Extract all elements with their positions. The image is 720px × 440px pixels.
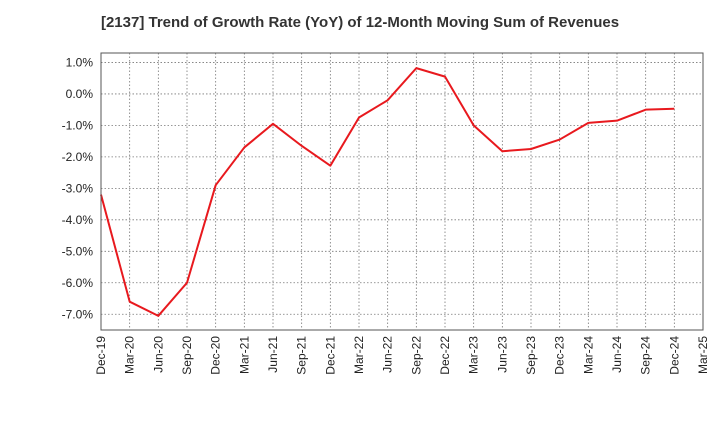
x-tick-label: Sep-22 [409,336,423,375]
x-tick-label: Dec-20 [209,336,223,375]
x-tick-label: Sep-23 [524,336,538,375]
series-layer [100,67,675,317]
chart-title: [2137] Trend of Growth Rate (YoY) of 12-… [100,14,620,31]
series-line [100,67,675,317]
x-tick-label: Jun-23 [495,336,509,373]
y-tick-label: -3.0% [62,181,94,195]
x-tick-label: Dec-22 [438,336,452,375]
y-tick-label: -2.0% [62,150,94,164]
x-tick-label: Sep-21 [295,336,309,375]
y-tick-label: -5.0% [62,244,94,258]
x-tick-label: Mar-22 [352,336,366,374]
x-tick-label: Mar-20 [123,336,137,374]
grid [101,53,703,330]
y-tick-label: 0.0% [66,87,94,101]
x-tick-label: Sep-20 [180,336,194,375]
x-tick-label: Dec-24 [667,336,681,375]
x-tick-label: Dec-23 [553,336,567,375]
y-tick-label: -1.0% [62,118,94,132]
y-axis: 1.0% 0.0% -1.0% -2.0% -3.0% -4.0% -5.0% -6.0% -7… [62,55,94,321]
x-axis: Dec-19 Mar-20 Jun-20 Sep-20 Dec-20 Mar-21 Jun-… [94,336,710,375]
x-tick-label: Jun-22 [381,336,395,373]
x-tick-label: Sep-24 [639,336,653,375]
y-tick-label: -7.0% [62,307,94,321]
x-tick-label: Mar-24 [581,336,595,374]
y-tick-label: -6.0% [62,276,94,290]
x-tick-label: Dec-19 [94,336,108,375]
x-tick-label: Jun-21 [266,336,280,373]
x-tick-label: Mar-21 [237,336,251,374]
x-tick-label: Mar-23 [467,336,481,374]
x-tick-label: Jun-24 [610,336,624,373]
x-tick-label: Dec-21 [323,336,337,375]
x-tick-label: Jun-20 [151,336,165,373]
x-tick-label: Mar-25 [696,336,710,374]
y-tick-label: 1.0% [66,55,94,69]
plot-frame [100,52,704,331]
y-tick-label: -4.0% [62,213,94,227]
